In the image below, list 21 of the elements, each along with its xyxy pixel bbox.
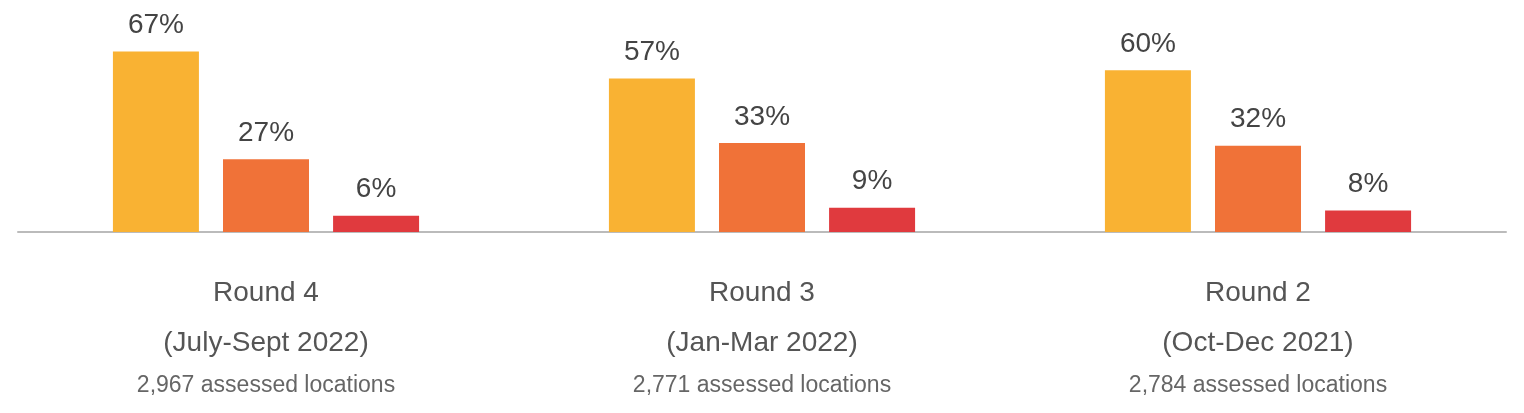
data-label: 27% bbox=[237, 115, 295, 147]
x-tick-label: Round 4 (July-Sept 2022) 2,967 assessed locations bbox=[136, 275, 396, 397]
bar bbox=[223, 159, 309, 232]
x-tick-label: Round 3 (Jan-Mar 2022) 2,771 assessed locations bbox=[632, 275, 892, 397]
data-label: 6% bbox=[355, 172, 397, 204]
bar bbox=[333, 215, 420, 232]
bar bbox=[829, 207, 916, 232]
data-label: 67% bbox=[127, 7, 184, 39]
data-label: 33% bbox=[733, 99, 791, 131]
x-tick-label: Round 2 (Oct-Dec 2021) 2,784 assessed locations bbox=[1128, 275, 1388, 397]
bar bbox=[608, 78, 695, 232]
bar bbox=[719, 143, 805, 232]
data-label: 60% bbox=[1119, 26, 1176, 58]
bar bbox=[112, 51, 199, 232]
data-label: 8% bbox=[1347, 166, 1389, 198]
data-label: 57% bbox=[623, 34, 680, 66]
bar bbox=[1325, 210, 1412, 232]
data-label: 32% bbox=[1229, 102, 1287, 134]
bar bbox=[1215, 145, 1301, 232]
bar bbox=[1104, 70, 1191, 232]
data-label: 9% bbox=[851, 164, 893, 196]
